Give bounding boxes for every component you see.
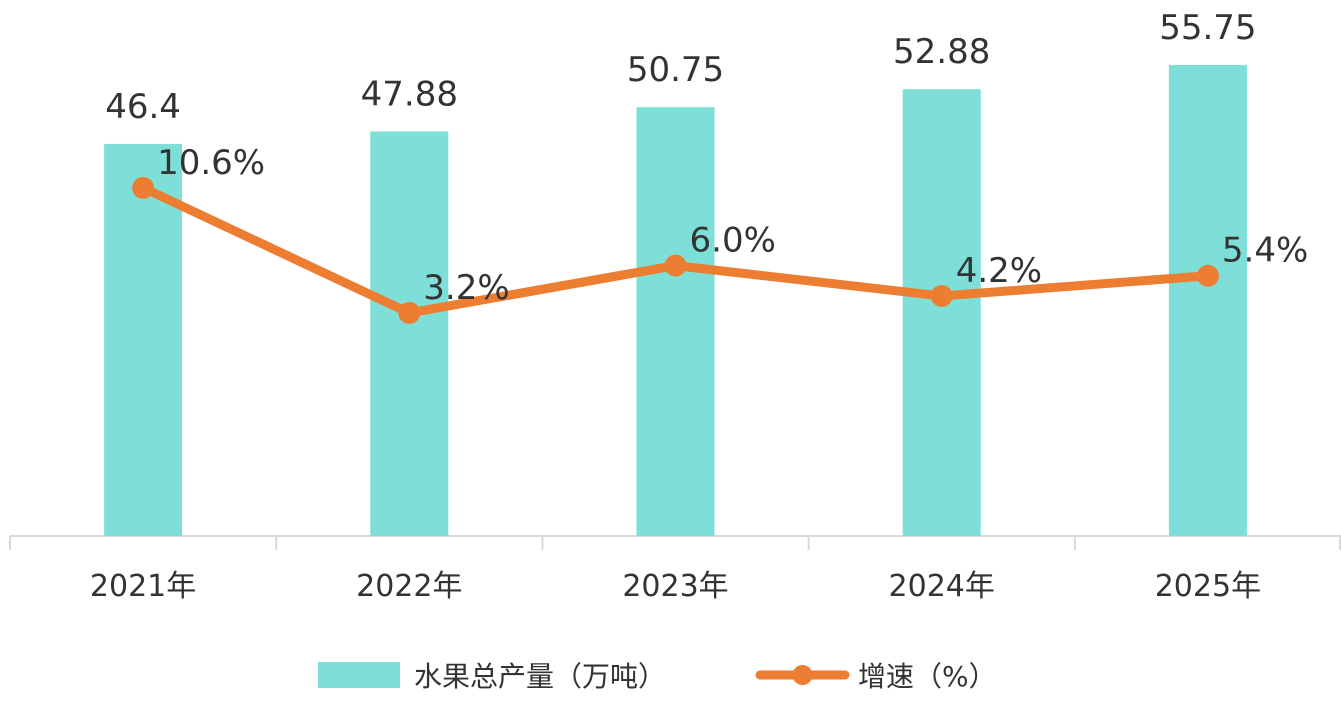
labels-layer: 46.4 2021年 47.88 2022年 50.75 2023年 52.88 2024年 5… bbox=[90, 8, 1308, 604]
legend-bar-label: 水果总产量（万吨） bbox=[414, 660, 666, 693]
growth-point-4 bbox=[930, 285, 953, 308]
x-tick-label-2: 2022年 bbox=[356, 569, 462, 604]
legend-line-label: 增速（%） bbox=[858, 660, 997, 693]
growth-value-label-3: 6.0% bbox=[690, 221, 776, 261]
bar-value-label-2: 47.88 bbox=[361, 74, 458, 114]
x-tick-label-1: 2021年 bbox=[90, 569, 196, 604]
bar-value-label-4: 52.88 bbox=[893, 32, 990, 72]
growth-value-label-5: 5.4% bbox=[1222, 231, 1308, 271]
bar-1 bbox=[104, 143, 183, 537]
axis-layer bbox=[9, 535, 1341, 550]
legend: 水果总产量（万吨） 增速（%） bbox=[318, 660, 997, 693]
growth-point-5 bbox=[1196, 264, 1219, 287]
bar-2 bbox=[370, 131, 449, 536]
growth-point-3 bbox=[664, 254, 687, 277]
bar-value-label-3: 50.75 bbox=[627, 50, 724, 90]
bars-layer bbox=[104, 64, 1247, 537]
bar-value-label-5: 55.75 bbox=[1159, 8, 1256, 48]
x-tick-label-4: 2024年 bbox=[889, 569, 995, 604]
growth-value-label-4: 4.2% bbox=[956, 251, 1042, 291]
growth-point-2 bbox=[398, 301, 421, 324]
growth-value-label-2: 3.2% bbox=[423, 268, 509, 308]
legend-line-marker bbox=[792, 665, 813, 685]
bar-5 bbox=[1168, 64, 1247, 536]
bar-3 bbox=[636, 107, 715, 536]
x-tick-label-3: 2023年 bbox=[622, 569, 728, 604]
bar-4 bbox=[902, 89, 981, 536]
growth-point-1 bbox=[132, 176, 155, 199]
legend-bar-swatch bbox=[318, 662, 400, 688]
line-layer bbox=[132, 176, 1219, 324]
growth-value-label-1: 10.6% bbox=[157, 143, 265, 183]
bar-value-label-1: 46.4 bbox=[105, 87, 181, 127]
x-tick-label-5: 2025年 bbox=[1155, 569, 1261, 604]
